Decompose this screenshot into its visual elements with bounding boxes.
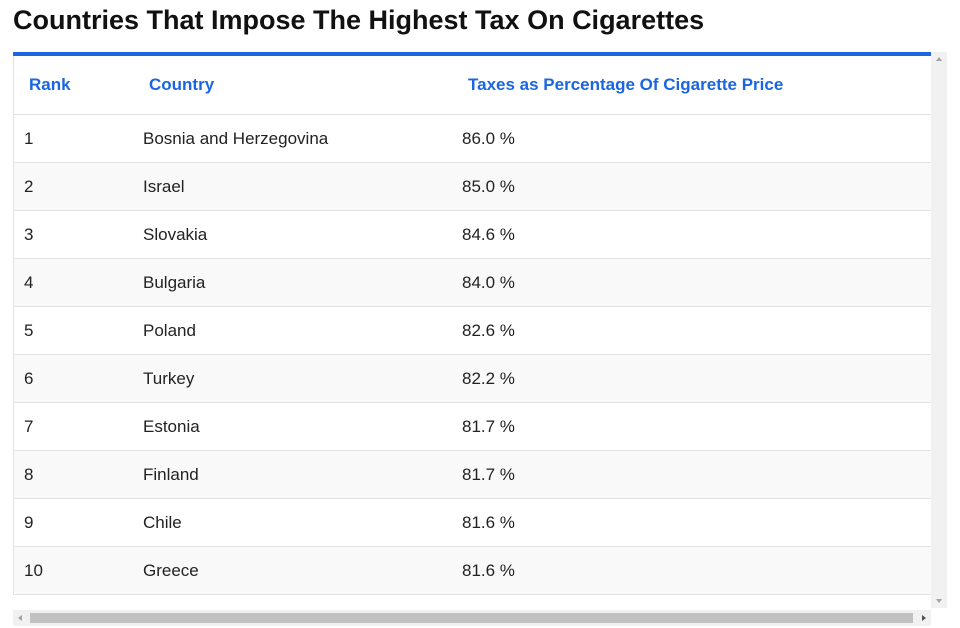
- horizontal-scrollbar[interactable]: [13, 610, 931, 626]
- table-row: 4 Bulgaria 84.0 %: [13, 258, 931, 307]
- table-cell: 9: [13, 498, 133, 547]
- column-header: Taxes as Percentage Of Cigarette Price: [452, 56, 931, 115]
- table-row: 5 Poland 82.6 %: [13, 306, 931, 355]
- scroll-right[interactable]: [922, 615, 926, 621]
- scroll-down[interactable]: [936, 599, 942, 603]
- table-cell: 10: [13, 546, 133, 595]
- column-header: Country: [133, 56, 452, 115]
- column-header: Rank: [13, 56, 133, 115]
- table-cell: Poland: [133, 306, 452, 355]
- table-row: 1 Bosnia and Herzegovina 86.0 %: [13, 114, 931, 163]
- table-cell: 81.6 %: [452, 546, 931, 595]
- table-row: 10 Greece 81.6 %: [13, 546, 931, 595]
- table-cell: 5: [13, 306, 133, 355]
- table-row: 7 Estonia 81.7 %: [13, 402, 931, 451]
- data-table: Rank Country Taxes as Percentage Of Cigare…: [13, 56, 931, 595]
- table-cell: 81.7 %: [452, 450, 931, 499]
- table-cell: Chile: [133, 498, 452, 547]
- table-cell: 2: [13, 162, 133, 211]
- table-cell: 3: [13, 210, 133, 259]
- table-row: 9 Chile 81.6 %: [13, 498, 931, 547]
- page-title: Countries That Impose The Highest Tax On…: [13, 5, 705, 35]
- table-cell: Estonia: [133, 402, 452, 451]
- table-cell: Finland: [133, 450, 452, 499]
- table-row: 8 Finland 81.7 %: [13, 450, 931, 499]
- table-cell: 86.0 %: [452, 114, 931, 163]
- vertical-scrollbar[interactable]: [931, 52, 947, 608]
- table-row: 2 Israel 85.0 %: [13, 162, 931, 211]
- table-cell: 82.2 %: [452, 354, 931, 403]
- table-cell: Israel: [133, 162, 452, 211]
- table-cell: 82.6 %: [452, 306, 931, 355]
- table-container: Rank Country Taxes as Percentage Of Cigare…: [13, 52, 931, 608]
- table-cell: 8: [13, 450, 133, 499]
- scroll-up[interactable]: [936, 57, 942, 61]
- table-row: 3 Slovakia 84.6 %: [13, 210, 931, 259]
- table-cell: 84.6 %: [452, 210, 931, 259]
- table-cell: Slovakia: [133, 210, 452, 259]
- table-cell: Greece: [133, 546, 452, 595]
- header-row: Rank Country Taxes as Percentage Of Cigare…: [13, 56, 931, 115]
- table-cell: 7: [13, 402, 133, 451]
- table-cell: Turkey: [133, 354, 452, 403]
- table-cell: 81.6 %: [452, 498, 931, 547]
- table-cell: 1: [13, 114, 133, 163]
- table-cell: 81.7 %: [452, 402, 931, 451]
- table-cell: Bulgaria: [133, 258, 452, 307]
- table-cell: 4: [13, 258, 133, 307]
- scroll-thumb[interactable]: [30, 613, 913, 623]
- table-cell: 6: [13, 354, 133, 403]
- table-row: 6 Turkey 82.2 %: [13, 354, 931, 403]
- table-cell: 85.0 %: [452, 162, 931, 211]
- table-cell: Bosnia and Herzegovina: [133, 114, 452, 163]
- table-cell: 84.0 %: [452, 258, 931, 307]
- scroll-left[interactable]: [18, 615, 22, 621]
